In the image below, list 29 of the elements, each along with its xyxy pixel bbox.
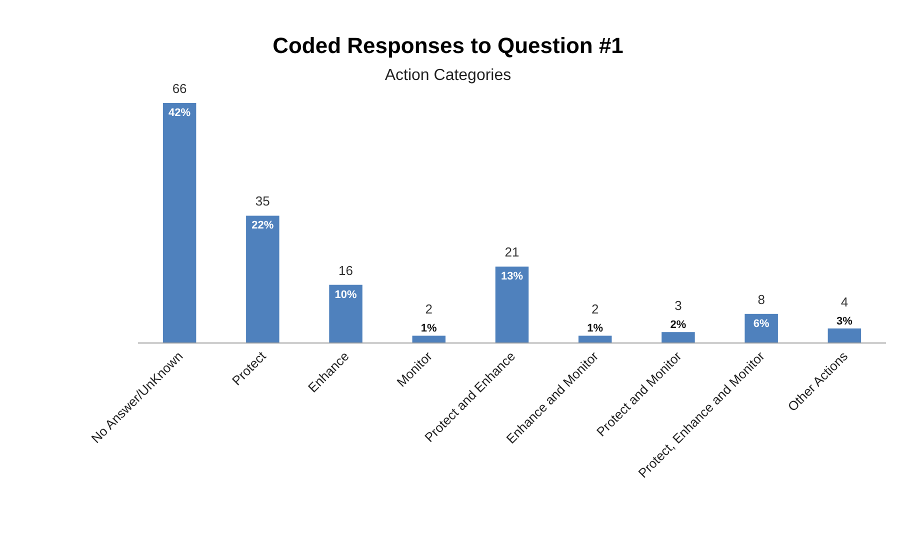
annotation: 2%	[670, 319, 686, 332]
bar	[662, 332, 695, 343]
annotation: 13%	[500, 270, 524, 283]
bar	[495, 266, 529, 343]
chart-subtitle: Action Categories	[384, 67, 512, 84]
bar	[412, 336, 446, 343]
bar	[828, 328, 862, 343]
data-label: 8	[758, 292, 765, 307]
data-label: 21	[504, 244, 520, 260]
annotation: 1%	[420, 322, 438, 335]
data-label: 66	[172, 81, 187, 96]
data-label: 2	[591, 302, 599, 317]
annotation: 22%	[252, 220, 274, 232]
data-label: 3	[674, 298, 682, 314]
annotation: 6%	[753, 318, 770, 330]
annotation: 42%	[168, 107, 191, 119]
chart-title: Coded Responses to Question #1	[272, 33, 624, 58]
data-label: 2	[425, 302, 433, 317]
bar	[246, 216, 280, 343]
data-label: 16	[338, 262, 354, 278]
bar	[578, 336, 612, 343]
bar	[329, 284, 362, 343]
annotation: 10%	[334, 288, 357, 301]
bar	[162, 103, 196, 343]
data-label: 35	[255, 194, 270, 209]
data-label: 4	[840, 294, 848, 310]
annotation: 1%	[587, 322, 604, 335]
bar	[744, 314, 778, 343]
annotation: 3%	[836, 315, 853, 328]
